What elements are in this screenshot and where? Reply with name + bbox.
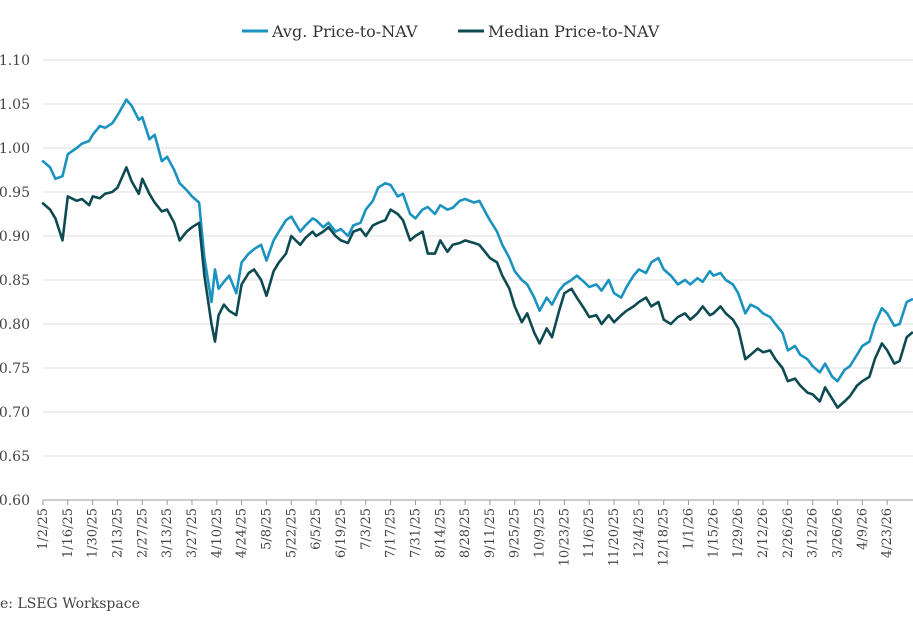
x-tick-label: 2/26/26 (781, 508, 796, 558)
y-tick-label: 1.10 (0, 53, 30, 69)
x-tick-label: 12/18/25 (657, 508, 672, 566)
source-note: e: LSEG Workspace (0, 596, 140, 612)
y-tick-label: 1.05 (0, 97, 30, 113)
x-tick-label: 6/5/25 (309, 508, 324, 550)
y-tick-label: 0.70 (0, 405, 30, 421)
gridlines (43, 59, 913, 457)
series-line-avg (41, 98, 913, 383)
series-lines (41, 98, 913, 409)
x-tick-label: 3/27/25 (185, 508, 200, 558)
x-tick-label: 1/16/25 (61, 508, 76, 558)
x-tick-label: 11/6/25 (582, 508, 597, 558)
y-axis-ticks: 1.10 1.05 1.00 0.95 0.90 0.85 0.80 0.75 0.70 0.65… (0, 53, 30, 509)
x-tick-label: 4/23/26 (880, 508, 895, 558)
chart-legend: Avg. Price-to-NAV Median Price-to-NAV (242, 22, 660, 41)
legend-label-avg: Avg. Price-to-NAV (271, 22, 418, 41)
x-tick-label: 2/27/25 (135, 508, 150, 558)
y-tick-label: 1.00 (0, 141, 30, 157)
x-axis: 1/2/25 1/16/25 1/30/25 2/13/25 2/27/25 3/13/2… (36, 499, 913, 566)
y-tick-label: 0.60 (0, 493, 30, 509)
x-tick-label: 10/23/25 (557, 508, 572, 566)
x-tick-label: 2/12/26 (756, 508, 771, 558)
x-tick-label: 12/4/25 (632, 508, 647, 558)
x-tick-label: 8/28/25 (458, 508, 473, 558)
x-tick-label: 10/9/25 (533, 508, 548, 558)
y-tick-label: 0.85 (0, 273, 30, 289)
x-tick-label: 4/10/25 (210, 508, 225, 558)
x-tick-label: 1/15/26 (706, 508, 721, 558)
x-tick-label: 6/19/25 (334, 508, 349, 558)
x-tick-label: 4/24/25 (235, 508, 250, 558)
x-tick-label: 5/8/25 (259, 508, 274, 550)
series-line-median (41, 166, 913, 409)
x-tick-label: 4/9/26 (855, 508, 870, 550)
x-tick-label: 3/13/25 (160, 508, 175, 558)
x-tick-label: 9/11/25 (483, 508, 498, 558)
y-tick-label: 0.75 (0, 361, 30, 377)
y-tick-label: 0.65 (0, 449, 30, 465)
x-tick-label: 11/20/25 (607, 508, 622, 566)
x-tick-label: 1/29/26 (731, 508, 746, 558)
x-tick-label: 2/13/25 (110, 508, 125, 558)
x-tick-label: 7/31/25 (408, 508, 423, 558)
x-tick-label: 5/22/25 (284, 508, 299, 558)
x-tick-label: 1/1/26 (682, 508, 697, 550)
y-tick-label: 0.90 (0, 229, 30, 245)
x-tick-label: 1/2/25 (36, 508, 51, 550)
x-tick-label: 8/14/25 (433, 508, 448, 558)
x-tick-label: 1/30/25 (86, 508, 101, 558)
x-tick-label: 3/26/26 (831, 508, 846, 558)
x-tick-label: 7/17/25 (384, 508, 399, 558)
x-tick-label: 7/3/25 (359, 508, 374, 550)
y-tick-label: 0.95 (0, 185, 30, 201)
x-tick-label: 9/25/25 (508, 508, 523, 558)
y-tick-label: 0.80 (0, 317, 30, 333)
legend-label-median: Median Price-to-NAV (488, 22, 660, 41)
x-tick-label: 3/12/26 (806, 508, 821, 558)
